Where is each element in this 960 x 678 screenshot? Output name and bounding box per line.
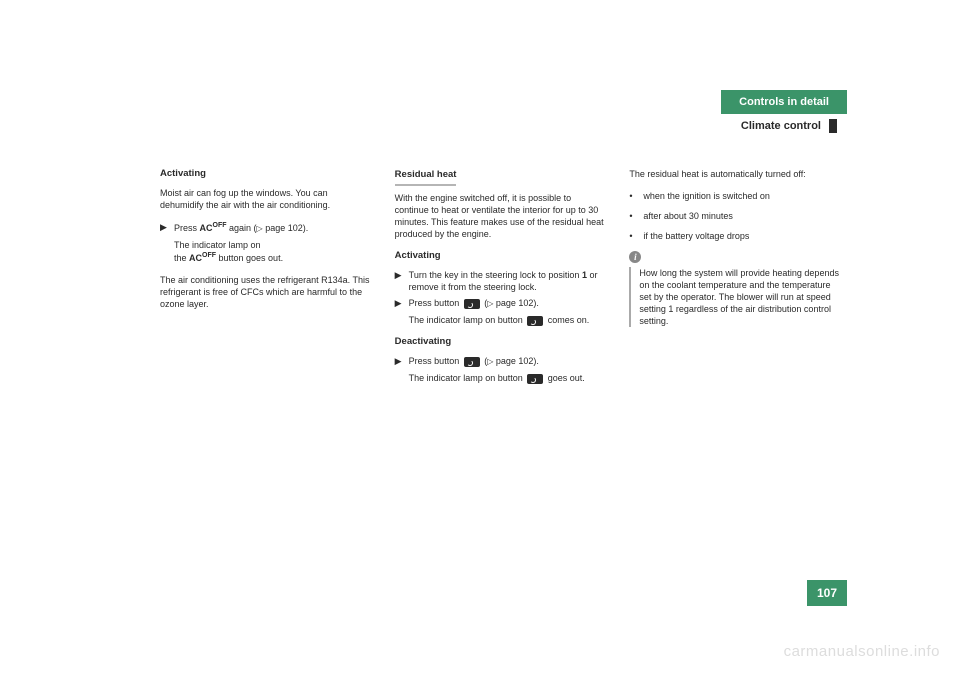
- col2-step-3-body: Press button (▷ page 102).: [409, 355, 608, 368]
- col2-step-3-result: The indicator lamp on button goes out.: [409, 372, 608, 384]
- col3-bullet-3: • if the battery voltage drops: [629, 230, 842, 242]
- col2-step-2: ▶ Press button (▷ page 102).: [395, 297, 608, 310]
- residual-heat-button-icon: [464, 299, 480, 309]
- col2-heading-residual: Residual heat: [395, 169, 457, 186]
- col1-step-1-body: Press ACOFF again (▷ page 102).: [174, 221, 373, 235]
- info-note: How long the system will provide heating…: [629, 267, 842, 328]
- col2-step-2-body: Press button (▷ page 102).: [409, 297, 608, 310]
- bullet-marker: •: [629, 210, 643, 222]
- col1-para-2: The air conditioning uses the refrigeran…: [160, 274, 373, 310]
- col1-step-1: ▶ Press ACOFF again (▷ page 102).: [160, 221, 373, 235]
- col2-step-1-body: Turn the key in the steering lock to pos…: [409, 269, 608, 293]
- col2-heading-activating: Activating: [395, 250, 608, 263]
- col3-bullet-1: • when the ignition is switched on: [629, 190, 842, 202]
- col1-step-1-result: The indicator lamp on the ACOFF button g…: [174, 239, 373, 264]
- residual-heat-button-icon: [527, 374, 543, 384]
- column-2: Residual heat With the engine switched o…: [395, 168, 608, 394]
- page-header: Controls in detail Climate control: [721, 90, 847, 138]
- subsection-title: Climate control: [721, 114, 847, 138]
- step-marker: ▶: [160, 221, 174, 235]
- step-marker: ▶: [395, 269, 409, 293]
- column-3: The residual heat is automatically turne…: [629, 168, 842, 394]
- page-number: 107: [807, 580, 847, 606]
- col2-step-1: ▶ Turn the key in the steering lock to p…: [395, 269, 608, 293]
- info-icon: i: [629, 251, 842, 263]
- col3-para-1: The residual heat is automatically turne…: [629, 168, 842, 180]
- residual-heat-button-icon: [464, 357, 480, 367]
- page-content: Activating Moist air can fog up the wind…: [160, 168, 842, 394]
- col2-step-3: ▶ Press button (▷ page 102).: [395, 355, 608, 368]
- col1-para-1: Moist air can fog up the windows. You ca…: [160, 187, 373, 211]
- title-marker: [829, 119, 837, 133]
- column-1: Activating Moist air can fog up the wind…: [160, 168, 373, 394]
- bullet-marker: •: [629, 190, 643, 202]
- col2-para-1: With the engine switched off, it is poss…: [395, 192, 608, 241]
- watermark: carmanualsonline.info: [784, 643, 940, 660]
- col3-bullet-2: • after about 30 minutes: [629, 210, 842, 222]
- step-marker: ▶: [395, 297, 409, 310]
- section-tab: Controls in detail: [721, 90, 847, 114]
- bullet-marker: •: [629, 230, 643, 242]
- col2-step-2-result: The indicator lamp on button comes on.: [409, 314, 608, 326]
- col3-bullet-list: • when the ignition is switched on • aft…: [629, 190, 842, 242]
- step-marker: ▶: [395, 355, 409, 368]
- residual-heat-button-icon: [527, 316, 543, 326]
- subsection-title-text: Climate control: [741, 120, 821, 132]
- col1-heading-activating: Activating: [160, 168, 373, 181]
- col2-heading-deactivating: Deactivating: [395, 336, 608, 349]
